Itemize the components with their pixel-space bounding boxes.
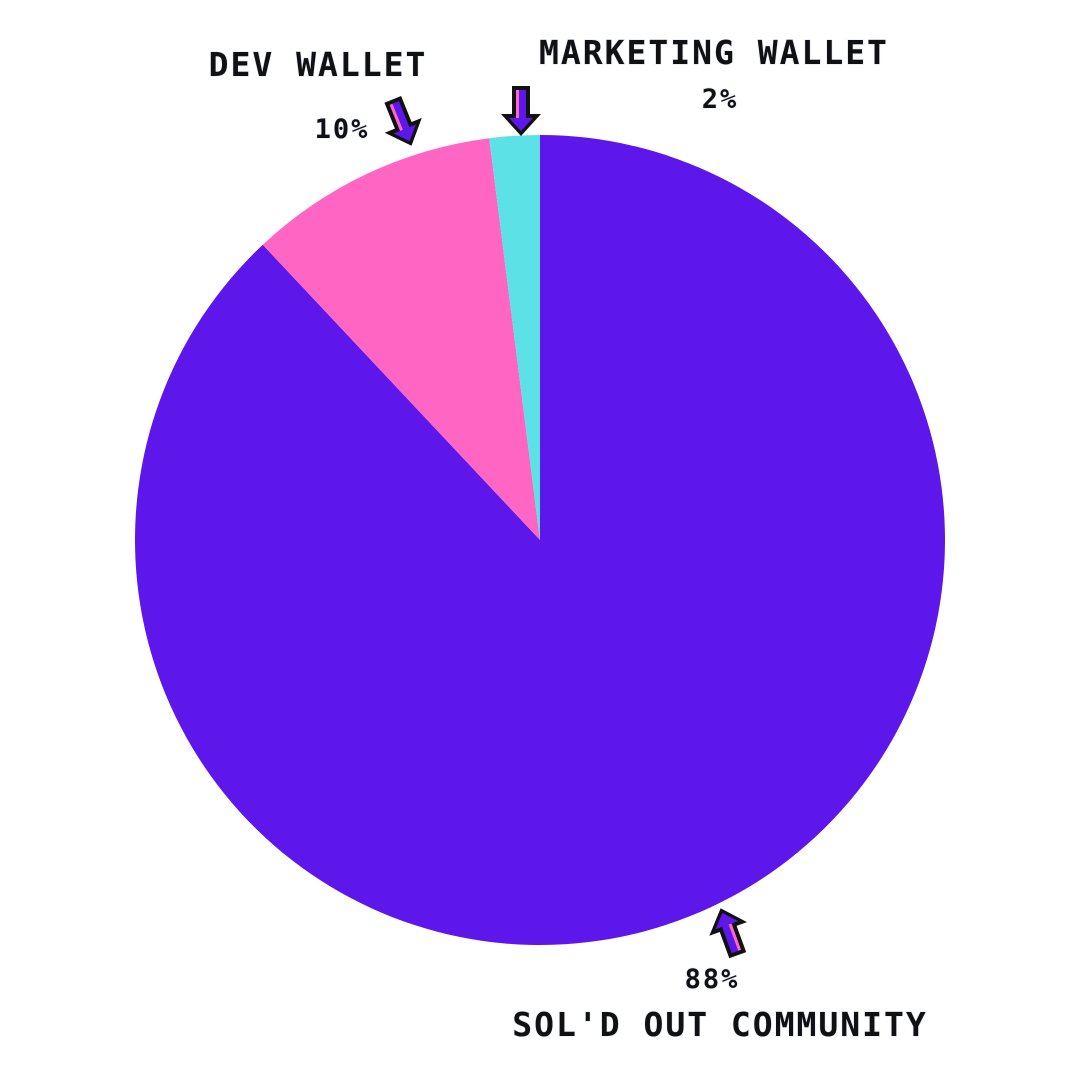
slice-value-label-marketing-wallet: 2%	[702, 84, 739, 115]
pie-slices	[134, 135, 946, 946]
arrow-down-marketing-icon-accent	[516, 90, 519, 118]
arrow-up-community-icon-accent	[728, 923, 742, 951]
slice-value-label-community: 88%	[685, 964, 740, 995]
arrow-down-dev-icon-accent	[389, 103, 403, 131]
slice-name-label-dev-wallet: DEV WALLET	[209, 45, 428, 84]
arrow-down-dev-icon-fill	[389, 101, 416, 142]
arrow-down-marketing-icon	[501, 86, 541, 136]
slice-name-label-marketing-wallet: MARKETING WALLET	[539, 33, 889, 72]
arrow-down-dev-icon	[384, 95, 422, 146]
pie-slice-marketing-wallet	[489, 135, 540, 540]
pointer-arrows	[384, 86, 747, 959]
slice-value-label-dev-wallet: 10%	[315, 114, 370, 145]
arrow-down-marketing-icon-fill	[509, 90, 533, 131]
pie-slice-dev-wallet	[262, 138, 540, 540]
arrow-up-community-icon-fill	[715, 912, 742, 954]
slice-name-label-community: SOL'D OUT COMMUNITY	[512, 1005, 928, 1044]
arrow-up-community-icon	[709, 908, 747, 959]
